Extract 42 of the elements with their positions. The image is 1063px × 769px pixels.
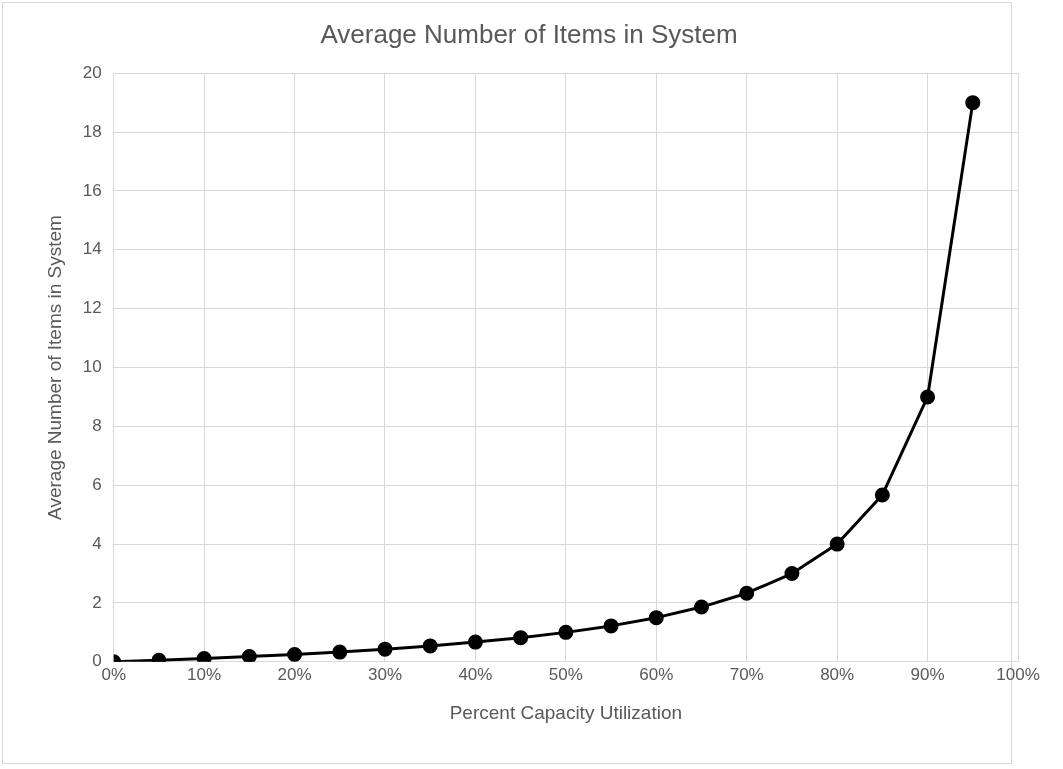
point [739,585,755,601]
y-tick-label: 12 [82,298,102,318]
y-tick-label: 14 [82,239,102,259]
x-tick-label: 100% [996,664,1040,684]
point [422,638,438,654]
point [648,610,664,626]
point [558,624,574,640]
x-tick-label: 30% [367,664,403,684]
y-tick-label: 6 [92,474,102,494]
x-tick-label: 40% [458,664,493,684]
y-tick-label: 20 [82,62,102,82]
y-tick-label: 16 [82,180,102,200]
x-tick-label: 90% [910,664,945,684]
y-tick-label: 0 [92,651,102,671]
x-tick-label: 60% [639,664,674,684]
y-tick-label: 2 [92,592,102,612]
y-tick-label: 18 [82,121,102,141]
y-tick-label: 10 [82,357,102,377]
point [287,646,303,662]
y-tick-label: 8 [92,416,102,436]
chart-title: Average Number of Items in System [320,18,738,49]
point [784,566,800,582]
x-tick-label: 50% [548,664,583,684]
x-tick-label: 70% [729,664,764,684]
y-tick-label: 4 [92,533,102,553]
point [332,644,348,660]
y-axis-title: Average Number of Items in System [43,215,65,520]
x-tick-label: 20% [277,664,312,684]
x-tick-label: 0% [101,664,126,684]
point [513,630,529,646]
x-tick-label: 80% [820,664,855,684]
point [694,599,709,615]
point [467,634,483,650]
point [603,618,619,634]
point [241,649,257,662]
point [377,641,393,657]
point [965,95,981,111]
point [874,487,890,503]
x-tick-label: 10% [187,664,222,684]
x-axis-title: Percent Capacity Utilization [449,701,683,723]
point [920,389,936,405]
point [829,536,845,552]
